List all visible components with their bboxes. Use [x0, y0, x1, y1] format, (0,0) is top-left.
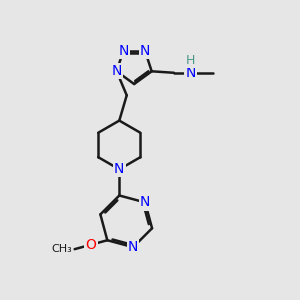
- Text: N: N: [128, 240, 138, 254]
- Text: N: N: [140, 44, 150, 58]
- Text: N: N: [114, 162, 124, 176]
- Text: N: N: [111, 64, 122, 78]
- Text: CH₃: CH₃: [51, 244, 72, 254]
- Text: N: N: [118, 44, 128, 58]
- Text: H: H: [186, 54, 196, 67]
- Text: N: N: [185, 66, 196, 80]
- Text: O: O: [85, 238, 96, 252]
- Text: N: N: [140, 195, 150, 209]
